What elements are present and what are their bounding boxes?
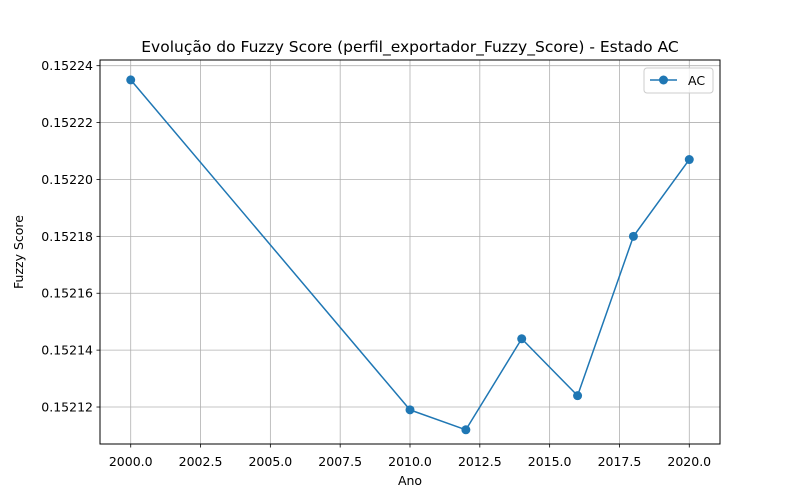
x-axis-label: Ano [398,473,422,488]
x-tick-label: 2017.5 [598,454,642,469]
data-point [126,75,136,85]
data-point [573,391,583,401]
data-point [461,425,471,435]
data-point [405,405,415,415]
y-tick-label: 0.15218 [41,229,93,244]
x-tick-label: 2007.5 [318,454,362,469]
y-axis-label: Fuzzy Score [11,215,26,289]
data-point [684,155,694,165]
x-tick-label: 2002.5 [179,454,223,469]
data-point [628,231,638,241]
x-tick-label: 2015.0 [528,454,572,469]
x-tick-label: 2000.0 [109,454,153,469]
y-tick-label: 0.15222 [41,115,93,130]
legend-box [643,67,714,94]
legend-marker [659,75,668,85]
y-tick-label: 0.15220 [41,172,93,187]
axis-ticks: 2000.0 2002.5 2005.0 2007.5 2010.0 2012.5 2015… [41,58,711,469]
x-tick-label: 2012.5 [458,454,502,469]
data-point [517,334,527,344]
y-tick-label: 0.15212 [41,400,93,415]
legend: AC [643,67,714,94]
y-tick-label: 0.15214 [41,343,93,358]
x-tick-label: 2020.0 [667,454,711,469]
x-tick-label: 2010.0 [388,454,432,469]
legend-label: AC [688,73,705,88]
chart-title: Evolução do Fuzzy Score (perfil_exportad… [141,38,678,57]
y-tick-label: 0.15216 [41,286,93,301]
y-tick-label: 0.15224 [41,58,93,73]
series-layer [126,75,694,435]
x-tick-label: 2005.0 [248,454,292,469]
